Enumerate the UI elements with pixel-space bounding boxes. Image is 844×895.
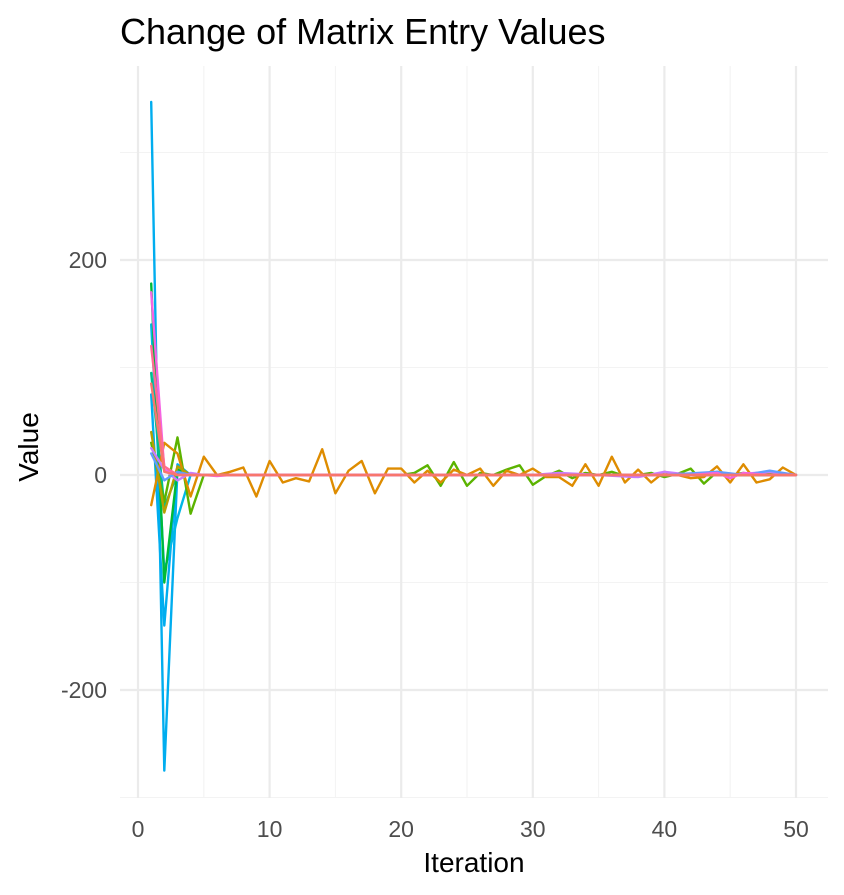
x-tick-label: 0 xyxy=(132,816,145,842)
series-group xyxy=(149,100,798,772)
y-tick-label: -200 xyxy=(61,677,107,703)
x-tick-label: 50 xyxy=(783,816,809,842)
x-tick-label: 10 xyxy=(257,816,283,842)
series-line xyxy=(149,371,798,509)
x-tick-label: 20 xyxy=(388,816,414,842)
y-axis-ticks: -200 0 200 xyxy=(61,247,107,703)
x-axis-title: Iteration xyxy=(423,847,524,878)
x-tick-label: 30 xyxy=(520,816,546,842)
series-line xyxy=(149,291,798,480)
grid xyxy=(120,66,828,799)
x-axis-ticks: 0 10 20 30 40 50 xyxy=(132,816,809,842)
chart-title: Change of Matrix Entry Values xyxy=(120,11,606,52)
series-line xyxy=(149,441,798,507)
series-line xyxy=(149,282,798,584)
x-tick-label: 40 xyxy=(652,816,678,842)
series-line xyxy=(149,344,798,477)
series-line xyxy=(149,382,798,477)
series-line xyxy=(149,100,798,772)
series-line xyxy=(149,393,798,627)
y-tick-label: 200 xyxy=(69,247,107,273)
series-line xyxy=(149,323,798,573)
y-axis-title: Value xyxy=(13,412,44,482)
y-tick-label: 0 xyxy=(94,462,107,488)
